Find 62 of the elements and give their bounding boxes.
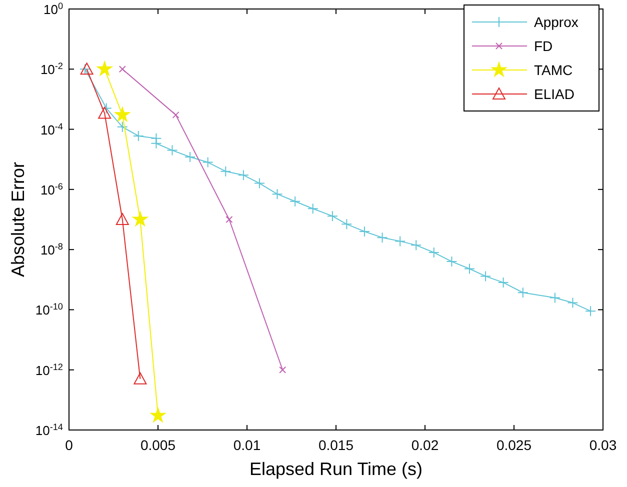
point <box>567 297 578 308</box>
x-tick-label: 0 <box>65 437 74 453</box>
point <box>172 111 180 118</box>
point <box>114 107 130 122</box>
point <box>116 121 128 132</box>
legend-label: ELIAD <box>534 86 574 102</box>
x-tick-label: 0.015 <box>318 437 354 453</box>
y-axis-title: Absolute Error <box>8 162 28 278</box>
y-tick-label: 10$^{0}$ <box>43 1 63 17</box>
point <box>150 138 162 149</box>
point <box>549 292 560 304</box>
x-tick-label: 0.01 <box>233 437 261 453</box>
point <box>326 210 338 222</box>
y-tick-label: 10$^{-10}$ <box>35 302 63 318</box>
point <box>446 256 458 268</box>
point <box>118 66 126 73</box>
point <box>184 151 196 162</box>
x-tick-label: 0.005 <box>140 437 176 453</box>
point <box>238 170 249 181</box>
x-tick-label: 0.02 <box>411 437 439 453</box>
y-tick-label: 10$^{-8}$ <box>40 242 63 258</box>
point <box>80 64 91 75</box>
point <box>132 130 144 142</box>
point <box>358 226 370 237</box>
point <box>290 196 301 207</box>
point <box>394 236 406 247</box>
x-axis-title: Elapsed Run Time (s) <box>249 459 423 479</box>
point <box>376 232 388 244</box>
point <box>279 366 286 374</box>
point <box>517 287 528 298</box>
point <box>272 188 283 200</box>
point <box>80 62 94 75</box>
point <box>480 270 492 282</box>
point <box>116 213 129 225</box>
legend-label: Approx <box>534 14 578 30</box>
y-tick-label: 10$^{-12}$ <box>35 362 63 378</box>
point <box>428 246 440 258</box>
point <box>100 102 112 114</box>
point <box>166 144 178 156</box>
point <box>132 212 148 226</box>
point <box>585 306 596 317</box>
point <box>464 263 475 274</box>
point <box>498 277 509 288</box>
point <box>98 106 112 119</box>
point <box>307 203 318 214</box>
point <box>150 408 166 422</box>
point <box>254 178 265 189</box>
point <box>134 372 147 384</box>
x-tick-label: 0.03 <box>589 437 617 453</box>
point <box>97 61 112 76</box>
y-tick-label: 10$^{-14}$ <box>35 422 63 438</box>
y-tick-label: 10$^{-4}$ <box>40 121 63 138</box>
point <box>341 218 352 230</box>
legend-label: FD <box>534 38 553 54</box>
y-tick-label: 10$^{-2}$ <box>40 61 63 78</box>
point <box>410 240 422 251</box>
x-tick-label: 0.025 <box>496 437 532 453</box>
point <box>220 166 232 177</box>
point <box>226 216 233 223</box>
legend-label: TAMC <box>534 62 573 78</box>
point <box>202 156 214 168</box>
y-tick-label: 10$^{-6}$ <box>40 181 63 198</box>
